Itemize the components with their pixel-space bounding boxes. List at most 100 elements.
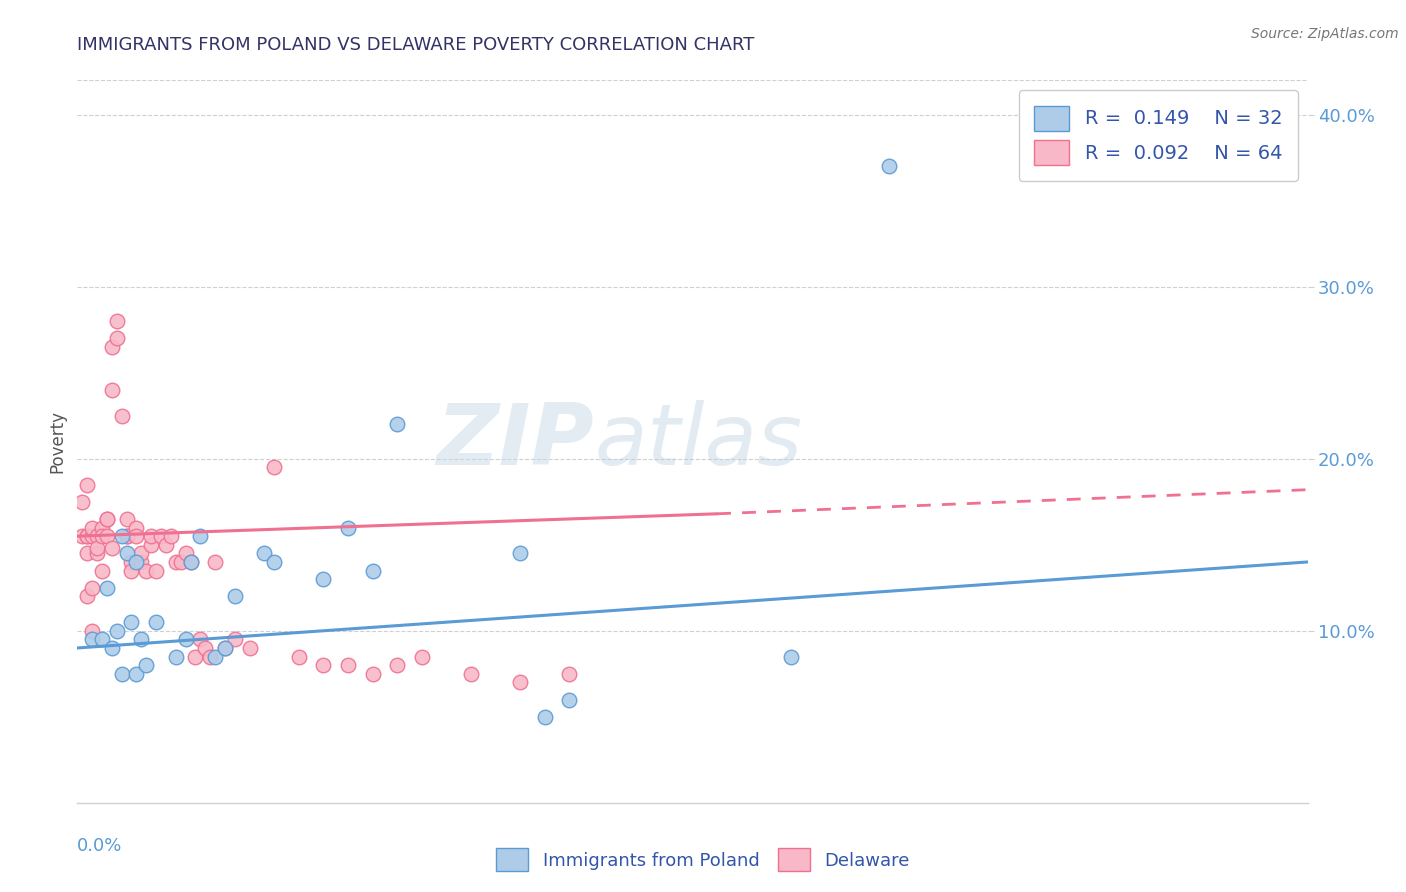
Point (184, 649, 207, 664)
Point (96, 512, 118, 526)
Point (96, 529, 118, 543)
Point (101, 640, 124, 655)
Point (165, 649, 187, 664)
Point (111, 529, 132, 543)
Point (180, 555, 202, 569)
Point (160, 529, 183, 543)
Point (96, 512, 118, 526)
Point (86, 529, 108, 543)
Point (145, 564, 167, 578)
Point (125, 555, 148, 569)
Point (82, 520, 104, 534)
Point (460, 666, 482, 681)
Point (188, 632, 212, 647)
Text: atlas: atlas (595, 400, 801, 483)
Point (170, 555, 193, 569)
Point (115, 529, 138, 543)
Point (82, 529, 104, 543)
Point (125, 529, 148, 543)
Point (174, 632, 197, 647)
Point (150, 529, 173, 543)
Point (204, 649, 226, 664)
Point (90, 520, 114, 534)
Point (253, 546, 276, 560)
Point (90, 529, 114, 543)
Point (82, 624, 104, 638)
Point (385, 417, 409, 432)
Point (204, 555, 226, 569)
Point (70, 494, 93, 508)
Point (263, 555, 285, 569)
Point (155, 538, 177, 552)
Point (129, 632, 153, 647)
Point (82, 581, 104, 595)
Point (101, 340, 124, 354)
Point (121, 555, 143, 569)
Point (76, 590, 98, 604)
Point (558, 666, 581, 681)
Point (82, 632, 104, 647)
Point (509, 546, 531, 560)
Point (200, 649, 222, 664)
Point (361, 666, 384, 681)
Point (288, 649, 311, 664)
Text: 0.0%: 0.0% (77, 838, 122, 855)
Point (86, 546, 108, 560)
Point (135, 658, 157, 673)
Point (141, 529, 163, 543)
Point (125, 520, 148, 534)
Text: Source: ZipAtlas.com: Source: ZipAtlas.com (1251, 27, 1399, 41)
Point (214, 640, 236, 655)
Point (76, 477, 98, 491)
Y-axis label: Poverty: Poverty (48, 410, 66, 473)
Point (780, 649, 803, 664)
Point (879, 159, 901, 173)
Point (224, 632, 246, 647)
Point (115, 529, 138, 543)
Point (263, 460, 285, 475)
Point (86, 541, 108, 556)
Point (312, 658, 335, 673)
Point (76, 529, 98, 543)
Point (174, 546, 197, 560)
Point (121, 615, 143, 630)
Point (70, 529, 93, 543)
Point (135, 564, 157, 578)
Point (76, 546, 98, 560)
Legend: Immigrants from Poland, Delaware: Immigrants from Poland, Delaware (489, 841, 917, 879)
Point (129, 546, 153, 560)
Text: IMMIGRANTS FROM POLAND VS DELAWARE POVERTY CORRELATION CHART: IMMIGRANTS FROM POLAND VS DELAWARE POVER… (77, 36, 755, 54)
Point (101, 383, 124, 397)
Point (90, 564, 114, 578)
Point (411, 649, 433, 664)
Point (534, 710, 557, 724)
Point (214, 640, 236, 655)
Point (312, 572, 335, 586)
Point (121, 564, 143, 578)
Point (337, 520, 360, 534)
Point (180, 555, 202, 569)
Point (129, 555, 153, 569)
Point (105, 624, 128, 638)
Point (337, 658, 360, 673)
Point (90, 632, 114, 647)
Point (76, 529, 98, 543)
Text: ZIP: ZIP (436, 400, 595, 483)
Point (141, 538, 163, 552)
Point (115, 546, 138, 560)
Point (111, 666, 132, 681)
Point (194, 640, 217, 655)
Point (385, 658, 409, 673)
Point (101, 541, 124, 556)
Point (224, 590, 246, 604)
Point (145, 615, 167, 630)
Point (111, 409, 132, 423)
Point (115, 512, 138, 526)
Point (509, 675, 531, 690)
Point (165, 555, 187, 569)
Point (188, 529, 212, 543)
Point (125, 666, 148, 681)
Point (239, 640, 262, 655)
Point (105, 314, 128, 328)
Point (96, 581, 118, 595)
